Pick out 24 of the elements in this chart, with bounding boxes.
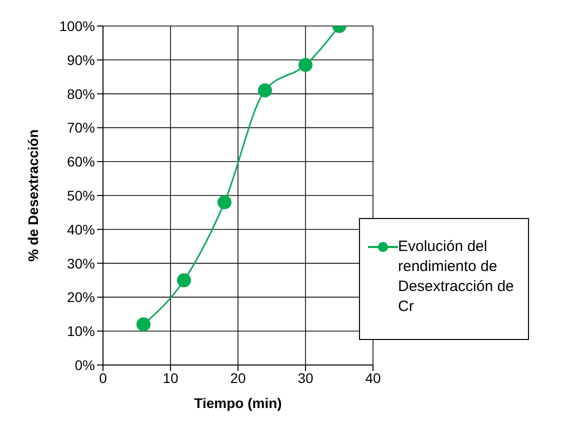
- y-axis-title: % de Desextracción: [24, 129, 41, 262]
- point: [136, 317, 150, 332]
- y-tick-label: 70%: [66, 120, 95, 136]
- y-tick-label: 100%: [59, 18, 95, 34]
- x-tick-label: 30: [298, 370, 314, 386]
- y-tick-label: 30%: [66, 255, 95, 272]
- legend-label: Evolución del rendimiento de Desextracción de Cr: [398, 237, 515, 317]
- y-tick-label: 80%: [66, 86, 95, 102]
- y-tick-label: 50%: [66, 187, 95, 204]
- x-tick-label: 10: [162, 370, 178, 386]
- point: [298, 58, 312, 72]
- x-tick-label: 0: [99, 370, 108, 386]
- point: [177, 273, 191, 288]
- y-tick-label: 90%: [66, 52, 95, 68]
- y-tick-label: 60%: [66, 154, 95, 170]
- x-tick-label: 40: [365, 370, 381, 386]
- point: [218, 195, 232, 210]
- y-tick-label: 0%: [74, 356, 95, 373]
- y-tick-label: 40%: [66, 221, 95, 238]
- x-tick-label: 20: [230, 370, 246, 386]
- y-tick-label: 10%: [66, 323, 95, 340]
- point: [258, 83, 272, 98]
- x-axis-title: Tiempo (min): [194, 395, 282, 411]
- y-tick-label: 20%: [66, 289, 95, 306]
